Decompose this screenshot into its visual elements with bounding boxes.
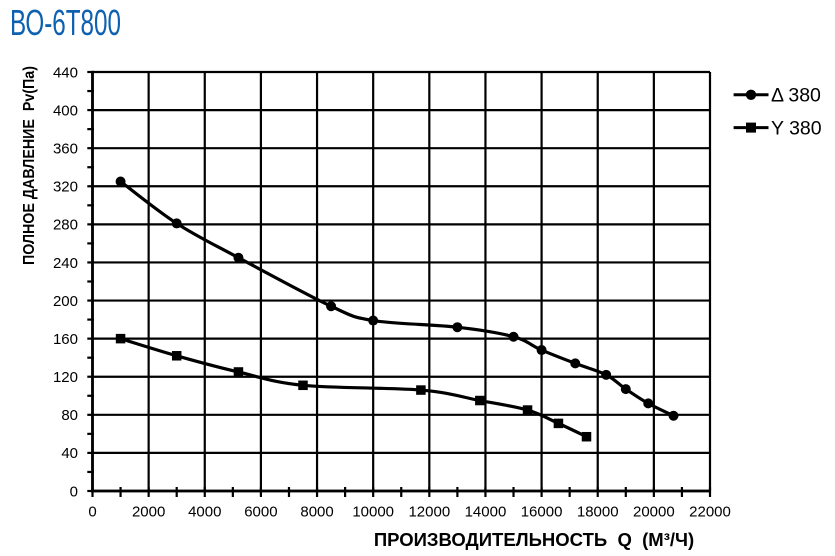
svg-text:440: 440	[53, 64, 78, 81]
svg-text:40: 40	[61, 445, 78, 462]
svg-text:320: 320	[53, 179, 78, 196]
svg-text:Δ 380: Δ 380	[771, 85, 821, 107]
svg-text:240: 240	[53, 255, 78, 272]
svg-text:2000: 2000	[132, 503, 165, 520]
svg-text:ВО-6Т800: ВО-6Т800	[10, 2, 121, 43]
svg-text:14000: 14000	[465, 503, 507, 520]
svg-text:8000: 8000	[300, 503, 333, 520]
svg-text:280: 280	[53, 217, 78, 234]
svg-text:160: 160	[53, 331, 78, 348]
svg-text:12000: 12000	[408, 503, 450, 520]
svg-text:20000: 20000	[633, 503, 675, 520]
svg-text:22000: 22000	[689, 503, 731, 520]
svg-text:80: 80	[61, 407, 78, 424]
svg-text:360: 360	[53, 141, 78, 158]
svg-text:Y 380: Y 380	[771, 117, 822, 139]
svg-text:0: 0	[88, 503, 96, 520]
svg-text:18000: 18000	[577, 503, 619, 520]
svg-text:ПОЛНОЕ ДАВЛЕНИЕ Pv(Па): ПОЛНОЕ ДАВЛЕНИЕ Pv(Па)	[21, 66, 38, 265]
svg-text:4000: 4000	[188, 503, 221, 520]
svg-text:ПРОИЗВОДИТЕЛЬНОСТЬ Q (М³/Ч): ПРОИЗВОДИТЕЛЬНОСТЬ Q (М³/Ч)	[374, 529, 694, 550]
svg-text:200: 200	[53, 293, 78, 310]
svg-text:120: 120	[53, 369, 78, 386]
svg-text:400: 400	[53, 102, 78, 119]
svg-text:10000: 10000	[352, 503, 394, 520]
svg-text:16000: 16000	[521, 503, 563, 520]
svg-text:0: 0	[70, 483, 78, 500]
svg-text:6000: 6000	[244, 503, 277, 520]
